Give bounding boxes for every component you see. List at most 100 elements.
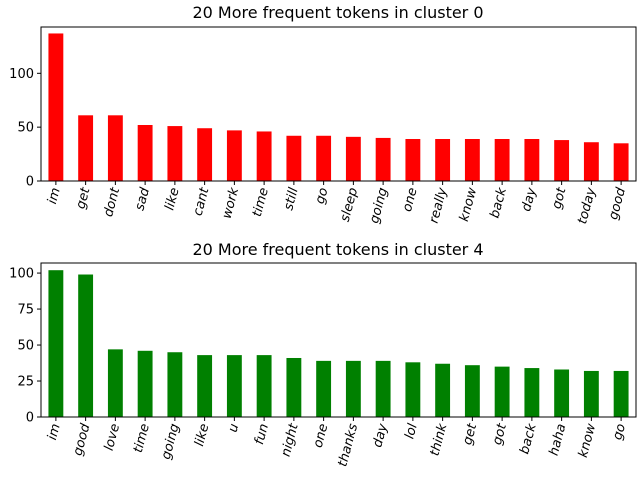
bar-lol (405, 362, 421, 417)
x-tick-label: think (428, 422, 451, 458)
x-tick-label: u (226, 422, 243, 434)
bar-get (464, 365, 480, 417)
bar-back (494, 139, 510, 181)
y-tick-label: 0 (26, 411, 34, 426)
x-tick-label: im (45, 422, 64, 442)
bar-got (494, 366, 510, 417)
bar-really (435, 139, 451, 181)
bar-think (435, 363, 451, 417)
bar-know (464, 139, 480, 181)
x-tick-label: work (220, 186, 243, 221)
bar-cant (197, 128, 213, 181)
bar-today (583, 142, 599, 181)
bar-like (197, 355, 213, 417)
bar-go (613, 370, 629, 417)
x-tick-label: back (517, 422, 540, 456)
x-tick-label: haha (547, 422, 570, 457)
bar-love (107, 349, 123, 417)
x-tick-label: love (102, 422, 124, 452)
bar-fun (256, 355, 272, 417)
bar-day (375, 360, 391, 417)
bar-one (405, 139, 421, 181)
x-tick-label: like (192, 422, 212, 448)
plot-frame (40, 26, 637, 182)
x-tick-label: sad (133, 185, 154, 212)
bar-good (613, 143, 629, 181)
x-tick-label: go (313, 186, 332, 206)
y-tick-label: 75 (17, 303, 34, 318)
bars (48, 33, 629, 181)
x-tick-label: really (427, 186, 451, 225)
x-tick-label: im (45, 186, 64, 206)
x-tick-label: get (73, 185, 93, 210)
x-tick-label: dont (101, 185, 123, 218)
x-tick-label: get (460, 421, 480, 446)
bar-u (226, 355, 242, 417)
bar-know (583, 370, 599, 417)
x-tick-label: go (610, 422, 629, 442)
x-tick-label: lol (402, 422, 421, 441)
x-tick-label: know (457, 186, 480, 223)
y-tick-label: 25 (17, 375, 34, 390)
x-tick-label: cant (191, 185, 213, 217)
x-tick-label: fun (252, 422, 272, 446)
x-tick-label: sleep (338, 186, 361, 223)
bar-time (137, 350, 153, 417)
y-tick-label: 0 (26, 175, 34, 190)
bar-back (524, 368, 540, 417)
bar-day (524, 139, 540, 181)
x-tick-label: day (370, 422, 391, 449)
x-tick-label: like (162, 186, 182, 212)
bar-dont (107, 115, 123, 181)
y-axis-ticks: 0 50 100 (9, 67, 41, 190)
y-tick-label: 50 (17, 339, 34, 354)
bar-work (226, 130, 242, 181)
x-tick-label: time (250, 186, 272, 218)
chart-cluster-4: 20 More frequent tokens in cluster 4 0 25… (9, 240, 637, 468)
bar-time (256, 131, 272, 181)
x-tick-label: night (279, 421, 302, 458)
x-tick-label: going (159, 422, 183, 461)
chart-title: 20 More frequent tokens in cluster 4 (192, 240, 483, 259)
bar-sleep (345, 136, 361, 181)
bar-thanks (345, 360, 361, 417)
x-tick-label: one (400, 186, 421, 213)
chart-title: 20 More frequent tokens in cluster 0 (192, 3, 483, 22)
bar-haha (554, 369, 570, 417)
x-tick-label: got (549, 185, 569, 210)
bar-got (554, 140, 570, 181)
x-tick-label: day (519, 186, 540, 213)
bar-get (78, 115, 94, 181)
bar-night (286, 357, 302, 417)
bar-sad (137, 125, 153, 181)
y-axis-ticks: 0 25 50 75 100 (9, 267, 41, 426)
x-tick-label: thanks (335, 422, 361, 468)
x-tick-label: going (367, 186, 391, 225)
bar-going (375, 137, 391, 181)
bar-going (167, 352, 183, 417)
x-tick-label: still (281, 186, 301, 212)
y-tick-label: 100 (9, 267, 34, 282)
bar-go (316, 135, 332, 181)
x-tick-label: good (606, 185, 629, 221)
plot-frame (40, 262, 637, 418)
bar-like (167, 126, 183, 181)
bars (48, 270, 629, 417)
x-tick-label: time (131, 422, 153, 454)
x-tick-label: today (575, 186, 599, 226)
x-tick-label: good (71, 421, 94, 457)
y-tick-label: 50 (17, 121, 34, 136)
x-tick-label: one (311, 422, 332, 449)
x-tick-label: back (488, 186, 511, 220)
y-tick-label: 100 (9, 67, 34, 82)
bar-one (316, 360, 332, 417)
bar-im (48, 33, 64, 181)
chart-cluster-0: 20 More frequent tokens in cluster 0 0 50… (9, 3, 637, 226)
bar-still (286, 135, 302, 181)
x-tick-label: got (490, 421, 510, 446)
x-axis-ticks: im good love time going like u fun night one thank… (45, 417, 629, 468)
bar-im (48, 270, 64, 417)
x-tick-label: know (576, 422, 599, 459)
x-axis-ticks: im get dont sad like cant work time still go sleep… (45, 181, 629, 226)
